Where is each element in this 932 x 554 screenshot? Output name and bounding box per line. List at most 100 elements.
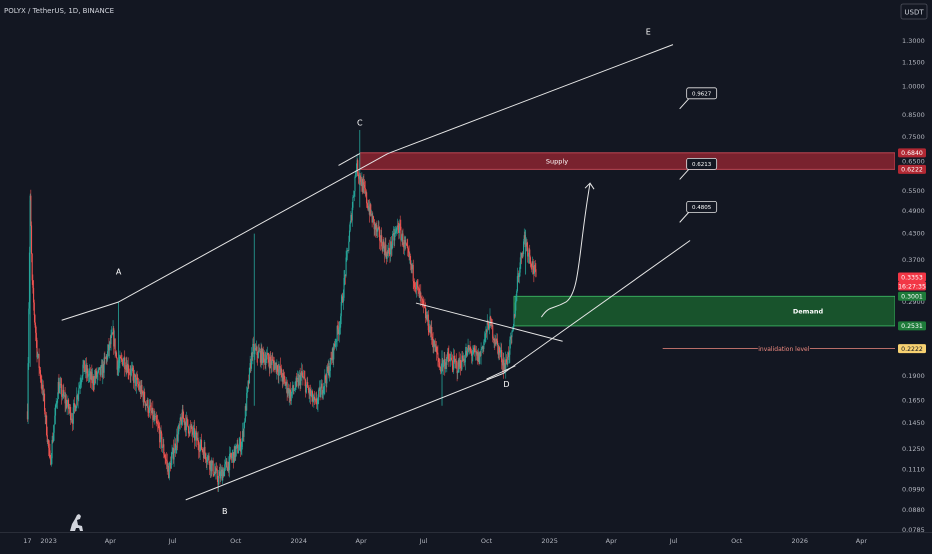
candle [88, 368, 90, 382]
candle [66, 400, 68, 416]
candle [161, 446, 163, 453]
candle [277, 363, 279, 383]
trendline[interactable] [502, 240, 691, 374]
candle [507, 346, 510, 360]
projection-path[interactable] [540, 183, 591, 318]
candle [162, 437, 164, 448]
candle [60, 377, 62, 389]
candle [232, 449, 234, 464]
time-tick-label: Jul [669, 537, 678, 545]
candle [290, 387, 292, 405]
price-tick-label: 1.1500 [902, 58, 925, 66]
candle [32, 274, 34, 294]
candle [49, 443, 51, 460]
candle [73, 403, 75, 415]
trendline[interactable] [486, 365, 516, 380]
candle [311, 389, 314, 407]
candle [359, 173, 362, 185]
candle [181, 404, 183, 426]
candle [333, 342, 335, 368]
candle [370, 209, 372, 217]
candle [385, 251, 388, 265]
price-tick-label: 0.7500 [902, 133, 925, 141]
trendline[interactable] [415, 302, 563, 342]
candle [274, 360, 276, 371]
candle [115, 350, 118, 359]
trendline[interactable] [387, 44, 674, 155]
candle [379, 226, 381, 250]
candle [124, 350, 126, 377]
candle [224, 459, 226, 477]
candle [226, 466, 229, 472]
candle [109, 334, 111, 348]
candle [50, 454, 52, 466]
price-tick-label: 0.1450 [902, 419, 925, 427]
candle [426, 311, 428, 323]
candle [522, 250, 524, 259]
candle [300, 372, 302, 389]
candle [527, 253, 529, 264]
candle [486, 328, 488, 338]
candle [439, 359, 441, 368]
candle [192, 426, 194, 443]
price-axis[interactable]: 1.3000 1.1500 1.0000 0.8500 0.7500 0.6500 0.55… [895, 0, 932, 534]
candle [270, 355, 272, 374]
candle [87, 370, 89, 384]
trendline[interactable] [185, 373, 504, 501]
candle [410, 260, 412, 273]
candle [480, 342, 482, 365]
candle [116, 357, 118, 376]
candle [442, 357, 444, 372]
price-badge-label: 0.2531 [901, 323, 923, 330]
candle [255, 340, 257, 351]
price-tick-label: 0.4300 [902, 230, 925, 238]
candle [392, 226, 394, 236]
candle [390, 236, 392, 257]
price-badge-label: 16:27:35 [898, 283, 926, 290]
candle [137, 377, 139, 391]
time-tick-label: Oct [230, 537, 242, 545]
trendline[interactable] [338, 153, 361, 166]
candle [188, 431, 190, 438]
candle [404, 236, 406, 251]
candle [89, 364, 91, 383]
candle [438, 357, 440, 371]
candle [505, 351, 507, 379]
candle [266, 349, 268, 364]
candle [296, 372, 298, 387]
target-callout[interactable]: 0.9627 [679, 87, 718, 110]
candle [122, 359, 124, 367]
target-callout[interactable]: 0.4805 [679, 200, 718, 223]
time-tick-label: Jul [168, 537, 177, 545]
trendline[interactable] [61, 301, 119, 321]
candle [340, 313, 342, 335]
candle [283, 368, 285, 385]
candle [53, 424, 55, 441]
candle [250, 347, 253, 372]
candle [497, 344, 499, 359]
candle [488, 322, 490, 335]
time-axis[interactable]: 17 2023 Apr Jul Oct 2024 Apr Jul Oct 2025 Apr Jul Oc… [0, 532, 932, 546]
currency-button[interactable]: USDT [900, 3, 928, 20]
candle [48, 440, 50, 459]
candle [301, 364, 303, 378]
candle [35, 326, 37, 348]
target-callout[interactable]: 0.6213 [679, 158, 718, 180]
candle [477, 348, 479, 362]
candle [508, 350, 510, 364]
candle [100, 359, 102, 368]
candle [174, 438, 176, 457]
candle [339, 321, 341, 336]
candle [350, 211, 352, 224]
trendline[interactable] [118, 153, 389, 303]
candle [197, 431, 199, 451]
candle [187, 425, 190, 438]
candle [276, 359, 278, 380]
candle [309, 384, 311, 405]
candle [235, 443, 237, 461]
candle [119, 350, 121, 369]
candle [219, 463, 221, 485]
candle [61, 378, 63, 405]
